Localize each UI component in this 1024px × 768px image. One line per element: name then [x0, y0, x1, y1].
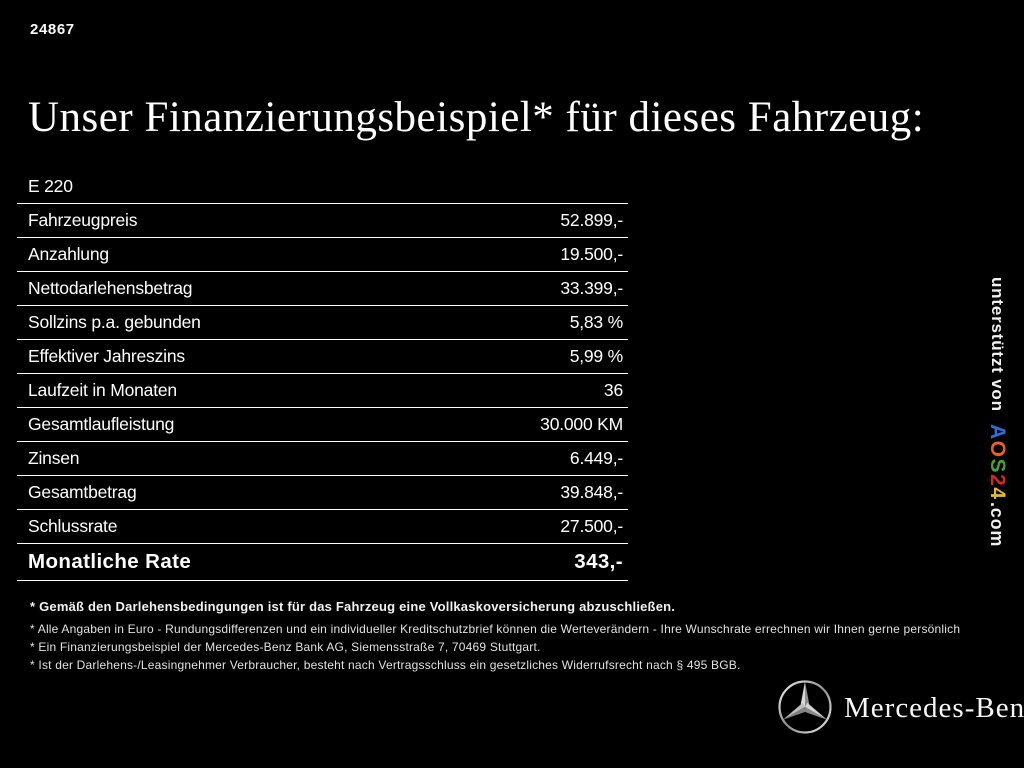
footnote: * Alle Angaben in Euro - Rundungsdiffere…	[30, 622, 961, 637]
brand-letter: A	[986, 423, 1009, 441]
aos24-logo-text: AOS24	[986, 412, 1009, 500]
brand-letter: O	[986, 440, 1009, 459]
brand-letter: S	[986, 458, 1009, 474]
table-row: Gesamtbetrag 39.848,-	[17, 476, 628, 510]
row-value: 36	[603, 380, 623, 400]
row-label: Sollzins p.a. gebunden	[28, 312, 201, 332]
brand-letter: 2	[986, 473, 1009, 487]
row-label: Zinsen	[28, 448, 80, 468]
row-value: 6.449,-	[569, 448, 623, 468]
financing-table: E 220 Fahrzeugpreis 52.899,- Anzahlung 1…	[17, 170, 628, 581]
row-value: 5,99 %	[569, 346, 623, 366]
row-value: 27.500,-	[560, 516, 623, 536]
brand-domain-suffix: .com	[987, 502, 1007, 548]
total-label: Monatliche Rate	[28, 550, 192, 573]
table-row: Zinsen 6.449,-	[17, 442, 628, 476]
row-label: Gesamtbetrag	[28, 482, 137, 502]
row-label: Nettodarlehensbetrag	[28, 278, 193, 298]
row-value: 33.399,-	[560, 278, 623, 298]
row-value: 30.000 KM	[540, 414, 623, 434]
row-label: Schlussrate	[28, 516, 118, 536]
table-row: Anzahlung 19.500,-	[17, 238, 628, 272]
row-value: 5,83 %	[569, 312, 623, 332]
row-label: Gesamtlaufleistung	[28, 414, 175, 434]
reference-number: 24867	[30, 21, 75, 38]
table-row: Schlussrate 27.500,-	[17, 510, 628, 544]
table-row: Sollzins p.a. gebunden 5,83 %	[17, 306, 628, 340]
row-value: 19.500,-	[560, 244, 623, 264]
table-row: Laufzeit in Monaten 36	[17, 374, 628, 408]
table-row-model: E 220	[17, 170, 628, 204]
table-row: Gesamtlaufleistung 30.000 KM	[17, 408, 628, 442]
row-value: 52.899,-	[560, 210, 623, 230]
brand-letter: 4	[986, 487, 1009, 501]
row-value: 39.848,-	[560, 482, 623, 502]
total-value: 343,-	[574, 550, 623, 573]
footnote: * Ist der Darlehens-/Leasingnehmer Verbr…	[30, 658, 741, 673]
page-title: Unser Finanzierungsbeispiel* für dieses …	[28, 93, 925, 141]
supported-by-text: unterstützt von	[988, 277, 1007, 412]
footnote: * Gemäß den Darlehensbedingungen ist für…	[30, 599, 676, 614]
table-row: Effektiver Jahreszins 5,99 %	[17, 340, 628, 374]
table-row: Nettodarlehensbetrag 33.399,-	[17, 272, 628, 306]
footnote: * Ein Finanzierungsbeispiel der Mercedes…	[30, 640, 541, 655]
footnotes: * Gemäß den Darlehensbedingungen ist für…	[30, 599, 1020, 676]
mercedes-benz-wordmark: Mercedes-Benz	[844, 692, 1024, 724]
row-label: Effektiver Jahreszins	[28, 346, 185, 366]
table-row-monthly-rate: Monatliche Rate 343,-	[17, 544, 628, 581]
row-label: Anzahlung	[28, 244, 109, 264]
model-label: E 220	[28, 176, 73, 196]
row-label: Fahrzeugpreis	[28, 210, 138, 230]
row-label: Laufzeit in Monaten	[28, 380, 177, 400]
supported-by-watermark: unterstützt vonAOS24.com	[985, 277, 1009, 547]
mercedes-star-icon	[778, 680, 832, 734]
table-row: Fahrzeugpreis 52.899,-	[17, 204, 628, 238]
